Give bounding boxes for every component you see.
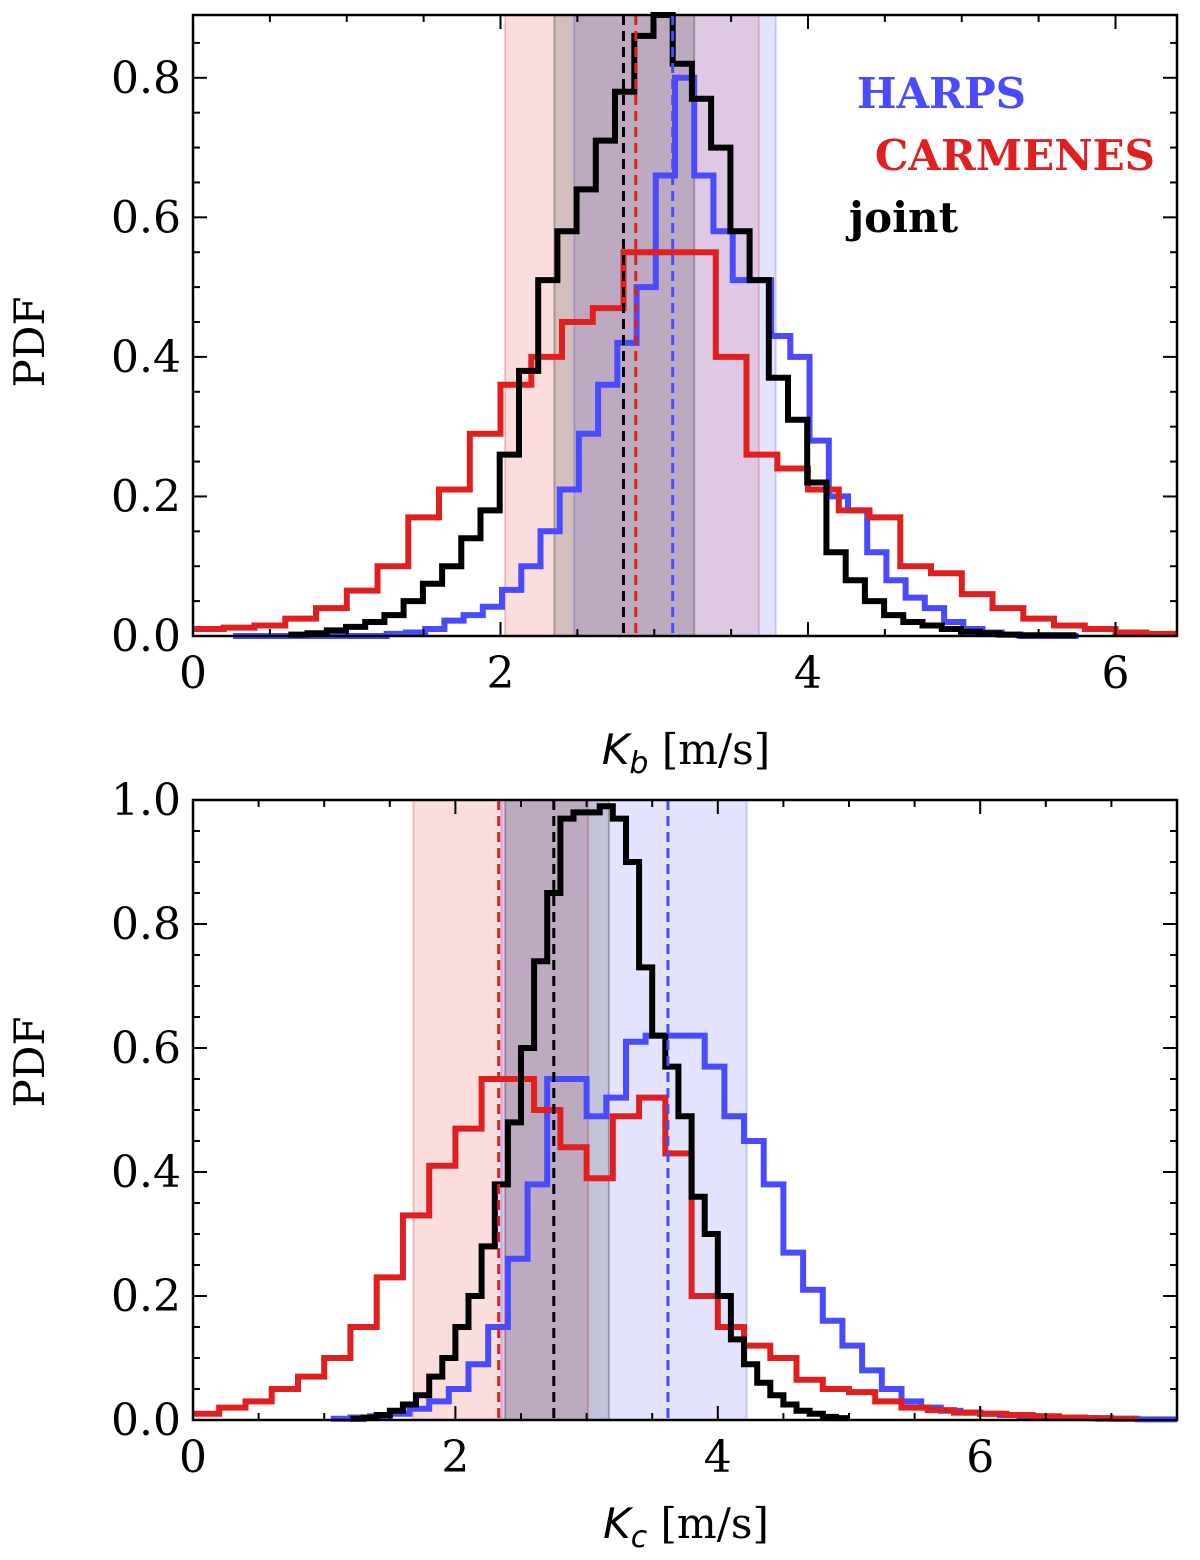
x-axis-label: Kc [m/s] [603,1499,769,1555]
x-tick-label: 4 [794,648,822,699]
x-tick-labels: 0 2 4 6 [179,648,1130,699]
x-axis-subscript: b [629,746,648,781]
x-axis-symbol: K [602,725,633,774]
x-tick-label: 2 [441,1432,469,1483]
y-tick-labels: 0.0 0.2 0.4 0.6 0.8 [111,53,181,662]
y-tick-labels: 0.0 0.2 0.4 0.6 0.8 1.0 [111,775,181,1446]
y-tick-label: 0.8 [111,899,181,950]
x-axis-unit: [m/s] [647,1499,769,1548]
histogram-joint [350,803,849,1422]
legend: HARPS CARMENES joint [845,69,1155,242]
histogram-panel-top: 0 2 4 6 0.0 0.2 0.4 0.6 0.8 PDF Kb [m/s] HARPS … [5,12,1179,781]
y-tick-label: 0.8 [111,53,181,104]
x-tick-label: 6 [966,1432,994,1483]
x-tick-labels: 0 2 4 6 [179,1432,994,1483]
x-axis-symbol: K [603,1499,634,1548]
histogram-harps [233,74,1079,639]
y-tick-label: 1.0 [111,775,181,826]
x-axis-subscript: c [631,1520,648,1555]
axes-frame [191,798,1179,1422]
median-lines [497,800,670,1420]
axes-frame [191,13,1179,638]
y-axis-label: PDF [5,296,54,387]
y-tick-label: 0.4 [111,1147,181,1198]
median-lines [622,15,675,636]
credible-interval-bands [504,15,777,636]
y-tick-label: 0.4 [111,332,181,383]
x-tick-label: 4 [704,1432,732,1483]
histogram-carmenes [193,249,1177,637]
y-axis-label: PDF [5,1016,54,1107]
y-tick-label: 0.0 [111,1395,181,1446]
x-tick-label: 6 [1102,648,1130,699]
histogram-panel-bottom: 0 2 4 6 0.0 0.2 0.4 0.6 0.8 1.0 PDF Kc [m/s] [5,775,1179,1555]
y-tick-label: 0.0 [111,611,181,662]
y-tick-label: 0.6 [111,192,181,243]
legend-label-joint: joint [845,193,959,242]
y-tick-label: 0.6 [111,1023,181,1074]
x-tick-label: 2 [487,648,515,699]
legend-label-carmenes: CARMENES [875,131,1155,180]
legend-label-harps: HARPS [857,69,1026,118]
x-tick-label: 0 [179,1432,207,1483]
y-tick-label: 0.2 [111,1271,181,1322]
x-axis-unit: [m/s] [648,725,770,774]
x-tick-label: 0 [179,648,207,699]
x-axis-label: Kb [m/s] [602,725,770,781]
y-tick-label: 0.2 [111,471,181,522]
